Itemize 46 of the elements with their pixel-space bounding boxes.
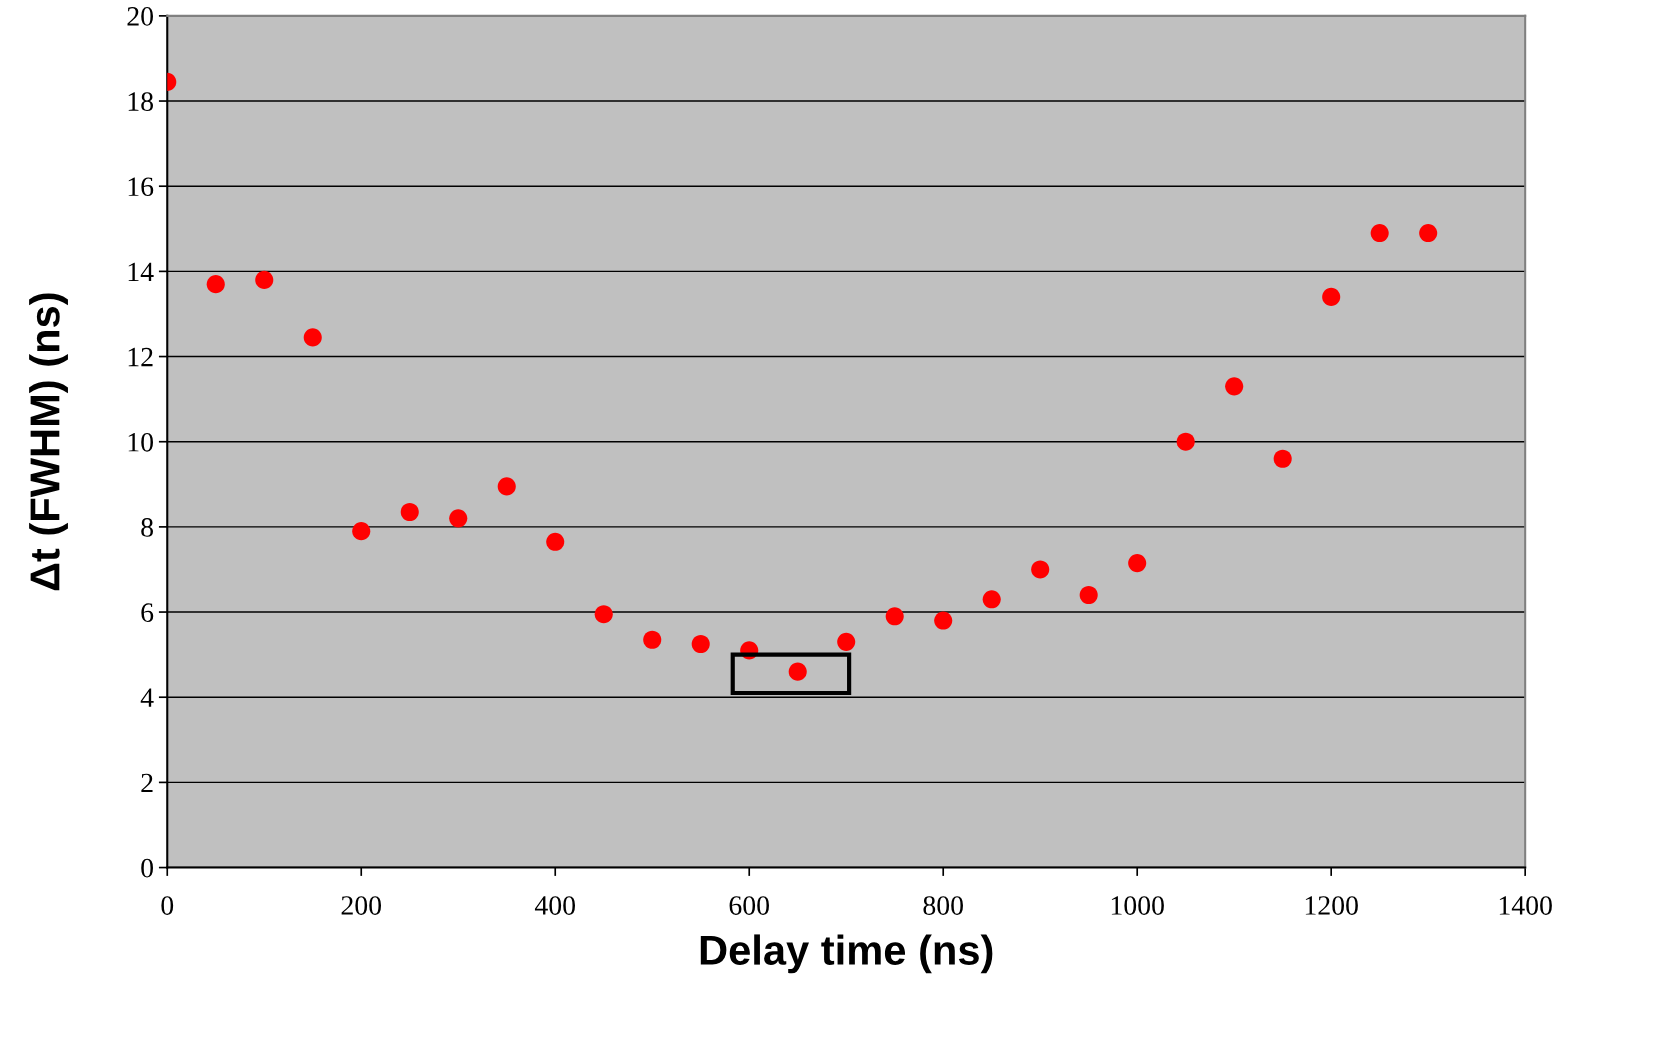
point bbox=[1273, 449, 1292, 468]
point bbox=[934, 611, 953, 630]
point bbox=[1176, 432, 1195, 451]
point bbox=[546, 532, 565, 551]
point bbox=[691, 634, 710, 654]
x-tick-label: 200 bbox=[341, 896, 382, 915]
point bbox=[1370, 224, 1389, 243]
point bbox=[352, 522, 371, 541]
point bbox=[1079, 585, 1098, 605]
point bbox=[788, 662, 807, 681]
x-tick-label: 1400 bbox=[1499, 896, 1552, 915]
point bbox=[497, 477, 516, 496]
y-tick-label: 2 bbox=[141, 773, 153, 793]
point bbox=[303, 328, 322, 347]
point bbox=[255, 270, 274, 289]
y-tick-label: 14 bbox=[128, 262, 154, 282]
point bbox=[1031, 560, 1050, 579]
point bbox=[206, 275, 225, 294]
x-tick-label: 600 bbox=[729, 896, 769, 915]
y-tick-label: 20 bbox=[127, 7, 153, 26]
point bbox=[449, 509, 468, 528]
point bbox=[1322, 287, 1341, 306]
y-tick-label: 0 bbox=[141, 858, 153, 878]
x-tick-label: 0 bbox=[161, 896, 174, 915]
x-tick-label: 800 bbox=[923, 896, 963, 915]
point bbox=[400, 502, 419, 522]
x-axis-title: Delay time (ns) bbox=[700, 934, 993, 974]
y-tick-label: 16 bbox=[128, 177, 154, 197]
y-tick-label: 4 bbox=[140, 688, 154, 707]
point bbox=[982, 590, 1001, 609]
point bbox=[594, 605, 613, 624]
point bbox=[643, 630, 662, 649]
point bbox=[837, 632, 856, 651]
y-tick-label: 12 bbox=[128, 347, 153, 367]
x-tick-label: 400 bbox=[534, 896, 576, 915]
y-tick-label: 10 bbox=[128, 432, 153, 452]
x-tick-label: 1200 bbox=[1305, 896, 1358, 915]
point bbox=[1128, 554, 1147, 573]
y-tick-label: 18 bbox=[128, 92, 153, 111]
y-axis-title: Δt (FWHM) (ns) bbox=[29, 293, 68, 591]
y-tick-label: 8 bbox=[141, 518, 153, 537]
point bbox=[1225, 377, 1244, 396]
point bbox=[885, 607, 904, 626]
y-tick-label: 6 bbox=[141, 603, 154, 622]
point bbox=[1419, 224, 1438, 243]
x-tick-label: 1000 bbox=[1111, 896, 1164, 915]
